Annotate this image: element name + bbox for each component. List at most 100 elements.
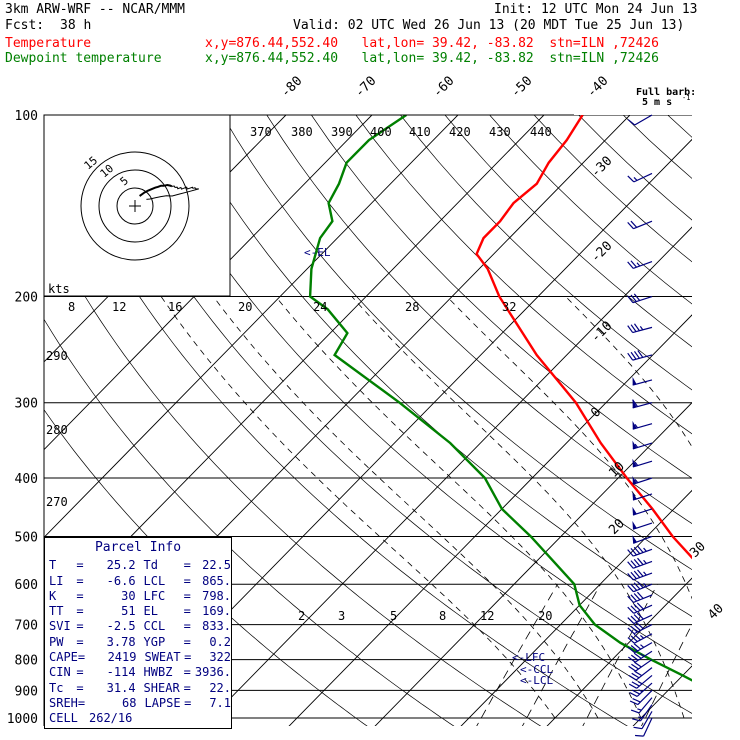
barb-staff — [634, 114, 653, 126]
temperature-location: x,y=876.44,552.40 lat,lon= 39.42, -83.82… — [205, 36, 659, 51]
barb-staff — [632, 402, 653, 409]
barb-half — [643, 547, 647, 552]
param-value: 2419 — [107, 650, 137, 665]
wind-barb — [627, 622, 653, 635]
param-name: SVI — [49, 619, 71, 634]
barb-full — [633, 614, 641, 621]
wind-barb — [632, 521, 653, 530]
barb-full — [633, 570, 641, 578]
isotherm-line — [460, 489, 692, 726]
mixing-ratio-label: 8 — [439, 609, 446, 623]
barb-half — [639, 326, 644, 331]
mixing-ratio-label: 3 — [338, 609, 345, 623]
barb-full — [637, 557, 644, 566]
moist-adiabat-line — [703, 297, 740, 719]
isotherm-line — [44, 115, 373, 451]
barb-full — [627, 656, 636, 663]
hodograph-upper-trace — [146, 185, 199, 200]
param-value: 7.1 — [209, 695, 231, 710]
barb-full — [633, 661, 642, 668]
hodograph-ring — [116, 187, 154, 225]
wind-barb — [633, 711, 653, 730]
barb-staff — [632, 522, 653, 530]
param-name: LFC — [143, 588, 166, 603]
param-name: PW — [49, 634, 64, 649]
param-value: 30 — [121, 588, 136, 603]
moist-adiabat-line — [160, 296, 556, 719]
dry-adiabat-line — [44, 222, 542, 726]
theta-label: 280 — [46, 423, 68, 437]
barb-full — [627, 549, 634, 557]
isotherm-label: -20 — [588, 239, 615, 266]
barb-pennant — [632, 535, 637, 544]
barb-full — [633, 643, 642, 650]
lfc-marker: <-LFC — [512, 651, 545, 664]
barb-full — [627, 261, 634, 269]
dry-adiabat-line — [266, 115, 692, 524]
wind-barb — [632, 458, 653, 468]
pressure-tick-label: 700 — [15, 619, 38, 634]
wind-barb — [627, 633, 653, 644]
parcel-row: Tc = 31.4 SHEAR = 22. — [49, 680, 231, 695]
model-title: 3km ARW-WRF -- NCAR/MMM — [5, 2, 186, 17]
barb-staff — [632, 460, 653, 468]
wind-barb — [630, 697, 653, 714]
moist-adiabat-line — [275, 296, 642, 719]
wind-speed-tick: 24 — [313, 300, 327, 314]
cell-value: 262/16 — [89, 711, 133, 726]
isotherm-label: -80 — [278, 74, 305, 101]
pressure-tick-label: 100 — [15, 109, 38, 124]
wind-barb — [632, 475, 653, 485]
param-value: 51 — [121, 604, 136, 619]
barb-full — [627, 617, 635, 624]
barb-full — [637, 350, 644, 358]
dry-adiabat-line — [712, 115, 740, 731]
barb-staff — [632, 508, 653, 516]
barb-full — [627, 637, 635, 644]
barb-full — [633, 593, 641, 601]
barb-pennant — [632, 458, 637, 467]
wind-barb — [627, 323, 653, 334]
wind-barb — [627, 557, 653, 569]
el-marker: <-EL — [304, 246, 331, 259]
isotherm-label: 20 — [606, 516, 628, 538]
isotherm-line — [714, 115, 740, 731]
theta-label: 370 — [250, 125, 272, 139]
pressure-tick-label: 900 — [15, 684, 38, 699]
ccl-marker: <-CCL — [520, 663, 553, 676]
param-name: HWBZ — [143, 665, 173, 680]
barb-full — [636, 602, 644, 610]
barb-full — [633, 652, 642, 659]
wind-speed-tick: 32 — [502, 300, 516, 314]
wind-barb — [628, 667, 653, 681]
barb-full — [636, 612, 644, 620]
barb-full — [633, 293, 641, 301]
isotherm-line — [632, 665, 692, 726]
barb-full — [627, 295, 634, 304]
barb-full — [636, 581, 644, 589]
barb-pennant — [632, 440, 637, 449]
wind-barb — [629, 689, 653, 706]
barb-pennant — [632, 376, 637, 386]
pressure-tick-label: 400 — [15, 472, 38, 487]
param-value: 31.4 — [106, 680, 136, 695]
dry-adiabat-line — [400, 115, 692, 391]
wind-barb — [634, 717, 653, 737]
param-name: LI — [49, 573, 64, 588]
barb-full — [637, 569, 644, 577]
param-value: 68 — [122, 695, 137, 710]
barb-full — [630, 625, 638, 633]
isotherm-line — [374, 402, 692, 726]
param-name: Td — [143, 558, 158, 573]
parcel-row: T = 25.2 Td = 22.5 — [49, 558, 231, 573]
barb-half — [634, 424, 639, 429]
barb-half — [643, 582, 647, 587]
param-value: 798. — [202, 588, 231, 603]
param-value: 3.78 — [106, 634, 136, 649]
param-name: T — [49, 558, 57, 573]
param-name: CCL — [143, 619, 166, 634]
isotherm-label: -30 — [588, 154, 615, 181]
dry-adiabat-line — [177, 115, 692, 617]
barb-full — [632, 697, 641, 703]
